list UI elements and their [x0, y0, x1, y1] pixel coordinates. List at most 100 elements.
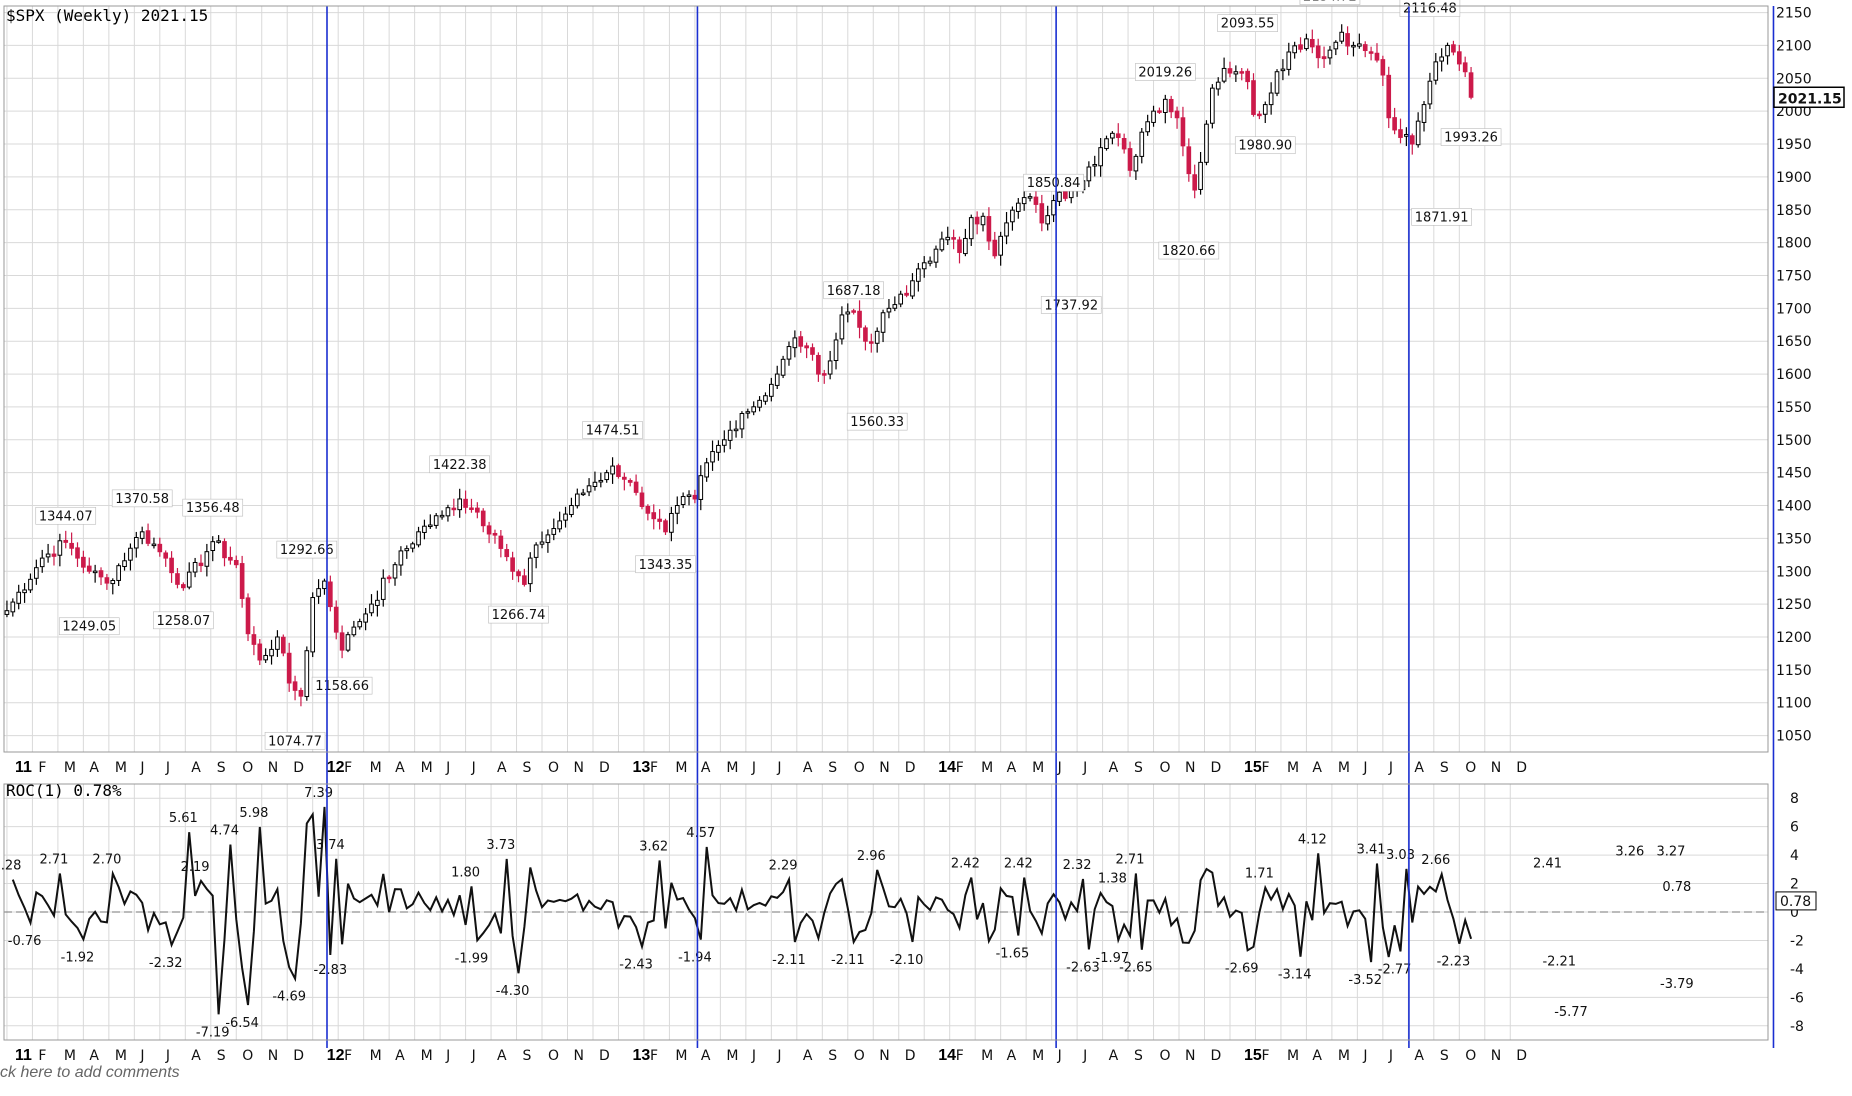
price-candle-body [774, 373, 780, 386]
roc-annotation-label: -1.97 [1096, 951, 1130, 966]
price-x-month-label: O [1465, 760, 1476, 776]
roc-x-month-label: D [1211, 1048, 1222, 1064]
price-x-month-label: O [242, 760, 253, 776]
roc-annotation-label: -2.43 [619, 958, 653, 973]
price-annotation-box [264, 731, 326, 750]
price-y-tick: 2150 [1776, 6, 1812, 22]
price-candle-body [1468, 72, 1474, 98]
price-x-month-label: J [139, 760, 144, 776]
price-candle-body [1015, 202, 1021, 212]
price-annotation-label: 1422.38 [433, 458, 487, 473]
price-candle-body [445, 507, 451, 517]
price-candle-body [304, 650, 310, 698]
price-panel-frame [3, 5, 1769, 753]
price-candle-body [433, 515, 439, 526]
price-annotation-label: 1980.90 [1238, 139, 1292, 154]
price-candle-body [1409, 135, 1415, 145]
price-y-tick: 1700 [1776, 301, 1812, 317]
price-candle-body [369, 603, 374, 614]
roc-x-month-label: D [1516, 1048, 1527, 1064]
price-annotation-box [1234, 136, 1296, 155]
price-candle-body [1174, 110, 1180, 119]
price-candle-body [1339, 31, 1345, 42]
price-candle-body [128, 547, 133, 561]
price-candle-body [1357, 43, 1362, 47]
price-candle-body [439, 514, 445, 518]
price-x-month-label: A [1312, 760, 1322, 776]
roc-annotation-label: 4.57 [686, 826, 715, 841]
roc-x-month-label: A [803, 1048, 813, 1064]
price-annotation-box [1411, 208, 1472, 226]
price-candle-body [968, 217, 974, 240]
roc-annotation-label: -1.94 [678, 951, 712, 966]
price-candle-body [1386, 74, 1392, 119]
price-candle-body [416, 531, 421, 546]
price-candle-body [580, 492, 586, 496]
price-candle-body [34, 567, 39, 579]
price-candle-body [1027, 196, 1033, 199]
price-candle-body [1039, 203, 1045, 224]
price-candle-body [1098, 147, 1103, 167]
price-candle-body [1210, 87, 1215, 124]
price-candle-body [727, 429, 733, 441]
price-candle-body [804, 345, 809, 349]
price-candle-body [898, 293, 904, 305]
price-x-month-label: A [497, 760, 507, 776]
roc-x-month-label: M [115, 1048, 127, 1064]
price-candle-body [292, 681, 298, 691]
roc-annotation-label: 2.29 [769, 858, 798, 873]
price-candle-body [363, 613, 368, 623]
price-candle-body [422, 525, 427, 533]
chart-title: $SPX (Weekly) 2021.15 [6, 6, 208, 25]
price-annotation-label: 1871.91 [1415, 210, 1469, 225]
comments-link[interactable]: ck here to add comments [0, 1064, 180, 1081]
roc-x-month-label: S [523, 1048, 532, 1064]
price-annotation-label: 1370.58 [115, 492, 169, 507]
roc-x-year-label: 15 [1244, 1047, 1262, 1064]
price-x-month-label: N [1491, 760, 1501, 776]
price-candle-body [222, 541, 227, 559]
price-x-month-label: O [548, 760, 559, 776]
price-annotation-label: 1737.92 [1044, 298, 1098, 313]
price-annotation-box [635, 555, 696, 574]
roc-annotation-label: -2.10 [890, 953, 924, 968]
price-candle-body [345, 634, 351, 651]
price-candle-body [757, 399, 762, 408]
price-candle-body [1198, 161, 1203, 190]
price-candle-body [104, 577, 110, 584]
price-candle-body [598, 479, 604, 483]
price-y-tick: 1450 [1776, 466, 1812, 482]
price-candle-body [627, 480, 633, 483]
price-candle-body [1262, 104, 1268, 115]
price-candle-body [216, 540, 221, 543]
price-candle-body [122, 560, 127, 568]
roc-x-month-label: F [1261, 1048, 1269, 1064]
price-candle-body [1374, 52, 1380, 61]
price-candle-body [663, 520, 668, 533]
roc-annotation-label: 2.42 [951, 857, 980, 872]
price-candle-body [721, 439, 727, 446]
price-x-month-label: J [471, 760, 476, 776]
roc-x-month-label: J [1388, 1048, 1393, 1064]
price-candle-body [1462, 62, 1468, 73]
price-annotation-label: 2093.55 [1221, 17, 1275, 32]
price-candle-body [551, 528, 557, 535]
roc-annotation-label: -2.23 [1437, 955, 1471, 970]
price-candle-body [57, 540, 63, 556]
price-x-month-label: J [776, 760, 781, 776]
price-y-tick: 1500 [1776, 433, 1812, 449]
price-x-month-label: A [89, 760, 99, 776]
price-candle-body [868, 341, 874, 344]
price-candle-body [951, 237, 956, 240]
price-candle-body [110, 579, 116, 585]
price-candle-body [498, 535, 504, 549]
roc-annotation-label: 4.12 [1298, 832, 1327, 847]
roc-annotation-label: -2.83 [314, 963, 348, 978]
price-annotation-box [429, 455, 491, 474]
price-candle-body [1415, 120, 1421, 146]
price-y-tick: 1050 [1776, 729, 1812, 745]
price-candle-body [692, 494, 698, 500]
roc-line [11, 806, 1473, 1015]
roc-annotation-label: 2.19 [181, 860, 210, 875]
price-candle-body [533, 544, 539, 558]
